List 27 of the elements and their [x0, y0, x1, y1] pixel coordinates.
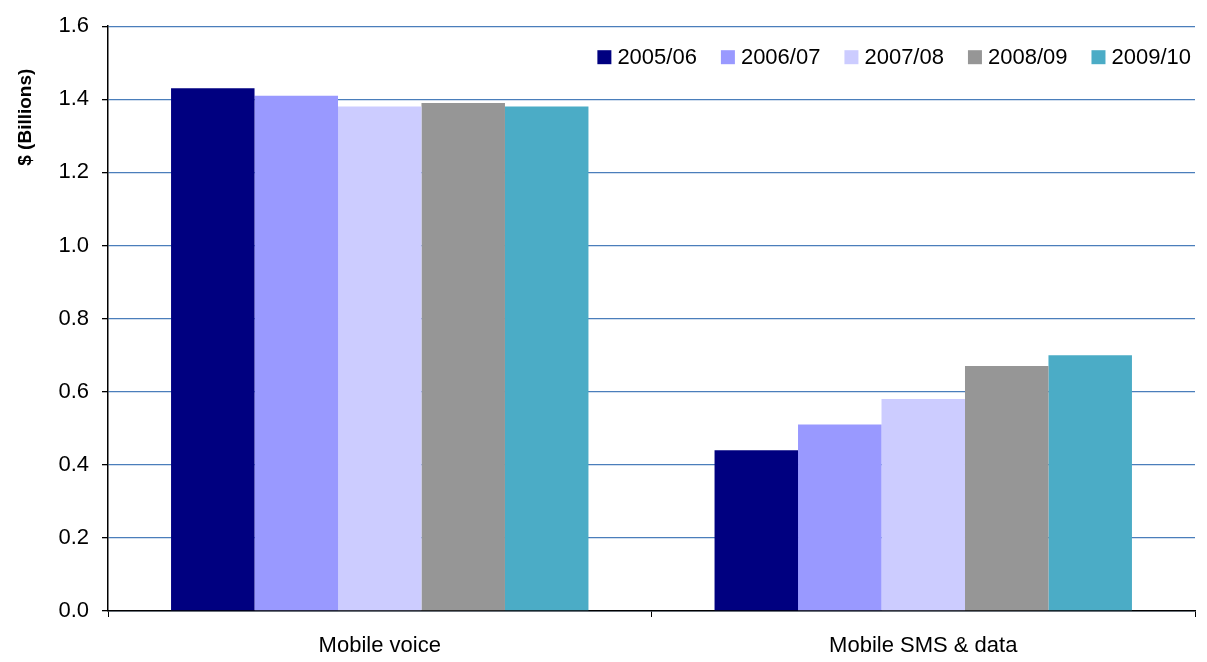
bar [881, 399, 965, 611]
bar [798, 424, 882, 611]
legend-label: 2008/09 [987, 44, 1068, 70]
legend-label: 2005/06 [617, 44, 697, 70]
y-tick-label: 1.0 [58, 231, 89, 257]
legend-label: 2006/07 [740, 44, 821, 70]
bar [338, 106, 422, 611]
bar [714, 450, 799, 611]
bar [254, 95, 339, 611]
y-tick-label: 0.4 [58, 450, 89, 476]
y-tick-label: 0.8 [58, 304, 89, 330]
y-tick-label: 1.4 [58, 85, 89, 111]
bar [504, 106, 589, 611]
x-tick-label: Mobile voice [318, 632, 441, 658]
y-tick-label: 0.0 [58, 597, 89, 623]
bar [964, 366, 1049, 611]
y-tick-label: 0.6 [58, 377, 89, 403]
y-tick-label: 1.2 [58, 158, 89, 184]
y-tick-label: 1.6 [58, 12, 89, 38]
x-tick-label: Mobile SMS & data [829, 632, 1019, 658]
bar [1048, 355, 1132, 611]
bar [421, 102, 505, 611]
bar [171, 88, 255, 611]
y-axis-title: $ (Billions) [14, 68, 36, 166]
legend-label: 2009/10 [1111, 44, 1192, 70]
legend-label: 2007/08 [864, 44, 944, 70]
y-tick-label: 0.2 [58, 523, 89, 549]
